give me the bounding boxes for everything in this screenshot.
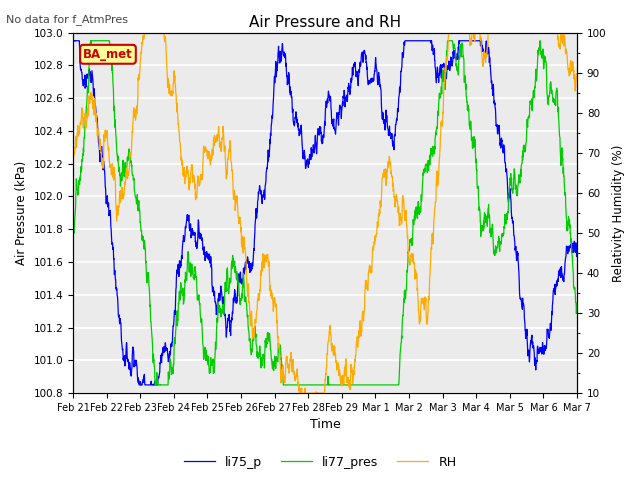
li75_p bbox=[559, 275, 566, 280]
RH bbox=[467, 41, 474, 47]
li75_p bbox=[301, 153, 309, 159]
li75_p bbox=[467, 38, 474, 44]
Line: li77_pres: li77_pres bbox=[73, 41, 577, 385]
RH bbox=[573, 71, 581, 77]
X-axis label: Time: Time bbox=[310, 419, 340, 432]
li75_p bbox=[135, 382, 143, 388]
li77_pres bbox=[573, 306, 581, 312]
RH bbox=[141, 30, 148, 36]
RH bbox=[301, 390, 309, 396]
li75_p bbox=[95, 141, 102, 146]
RH bbox=[559, 40, 567, 46]
li77_pres bbox=[467, 120, 474, 126]
li77_pres bbox=[95, 38, 103, 44]
li77_pres bbox=[87, 38, 95, 44]
RH bbox=[95, 130, 102, 136]
li77_pres bbox=[301, 382, 309, 388]
li75_p bbox=[573, 252, 581, 258]
li75_p bbox=[559, 273, 566, 278]
li75_p bbox=[314, 126, 322, 132]
li77_pres bbox=[559, 156, 566, 161]
Text: BA_met: BA_met bbox=[83, 48, 133, 61]
li77_pres bbox=[559, 163, 567, 169]
li77_pres bbox=[69, 227, 77, 233]
Line: li75_p: li75_p bbox=[73, 41, 577, 385]
Text: No data for f_AtmPres: No data for f_AtmPres bbox=[6, 14, 129, 25]
RH bbox=[315, 390, 323, 396]
Legend: li75_p, li77_pres, RH: li75_p, li77_pres, RH bbox=[179, 451, 461, 474]
li77_pres bbox=[152, 382, 159, 388]
Title: Air Pressure and RH: Air Pressure and RH bbox=[249, 15, 401, 30]
li75_p bbox=[69, 38, 77, 44]
RH bbox=[296, 390, 304, 396]
RH bbox=[559, 41, 566, 47]
Y-axis label: Air Pressure (kPa): Air Pressure (kPa) bbox=[15, 161, 28, 265]
Y-axis label: Relativity Humidity (%): Relativity Humidity (%) bbox=[612, 144, 625, 282]
RH bbox=[69, 146, 77, 152]
li77_pres bbox=[315, 382, 323, 388]
Line: RH: RH bbox=[73, 33, 577, 393]
